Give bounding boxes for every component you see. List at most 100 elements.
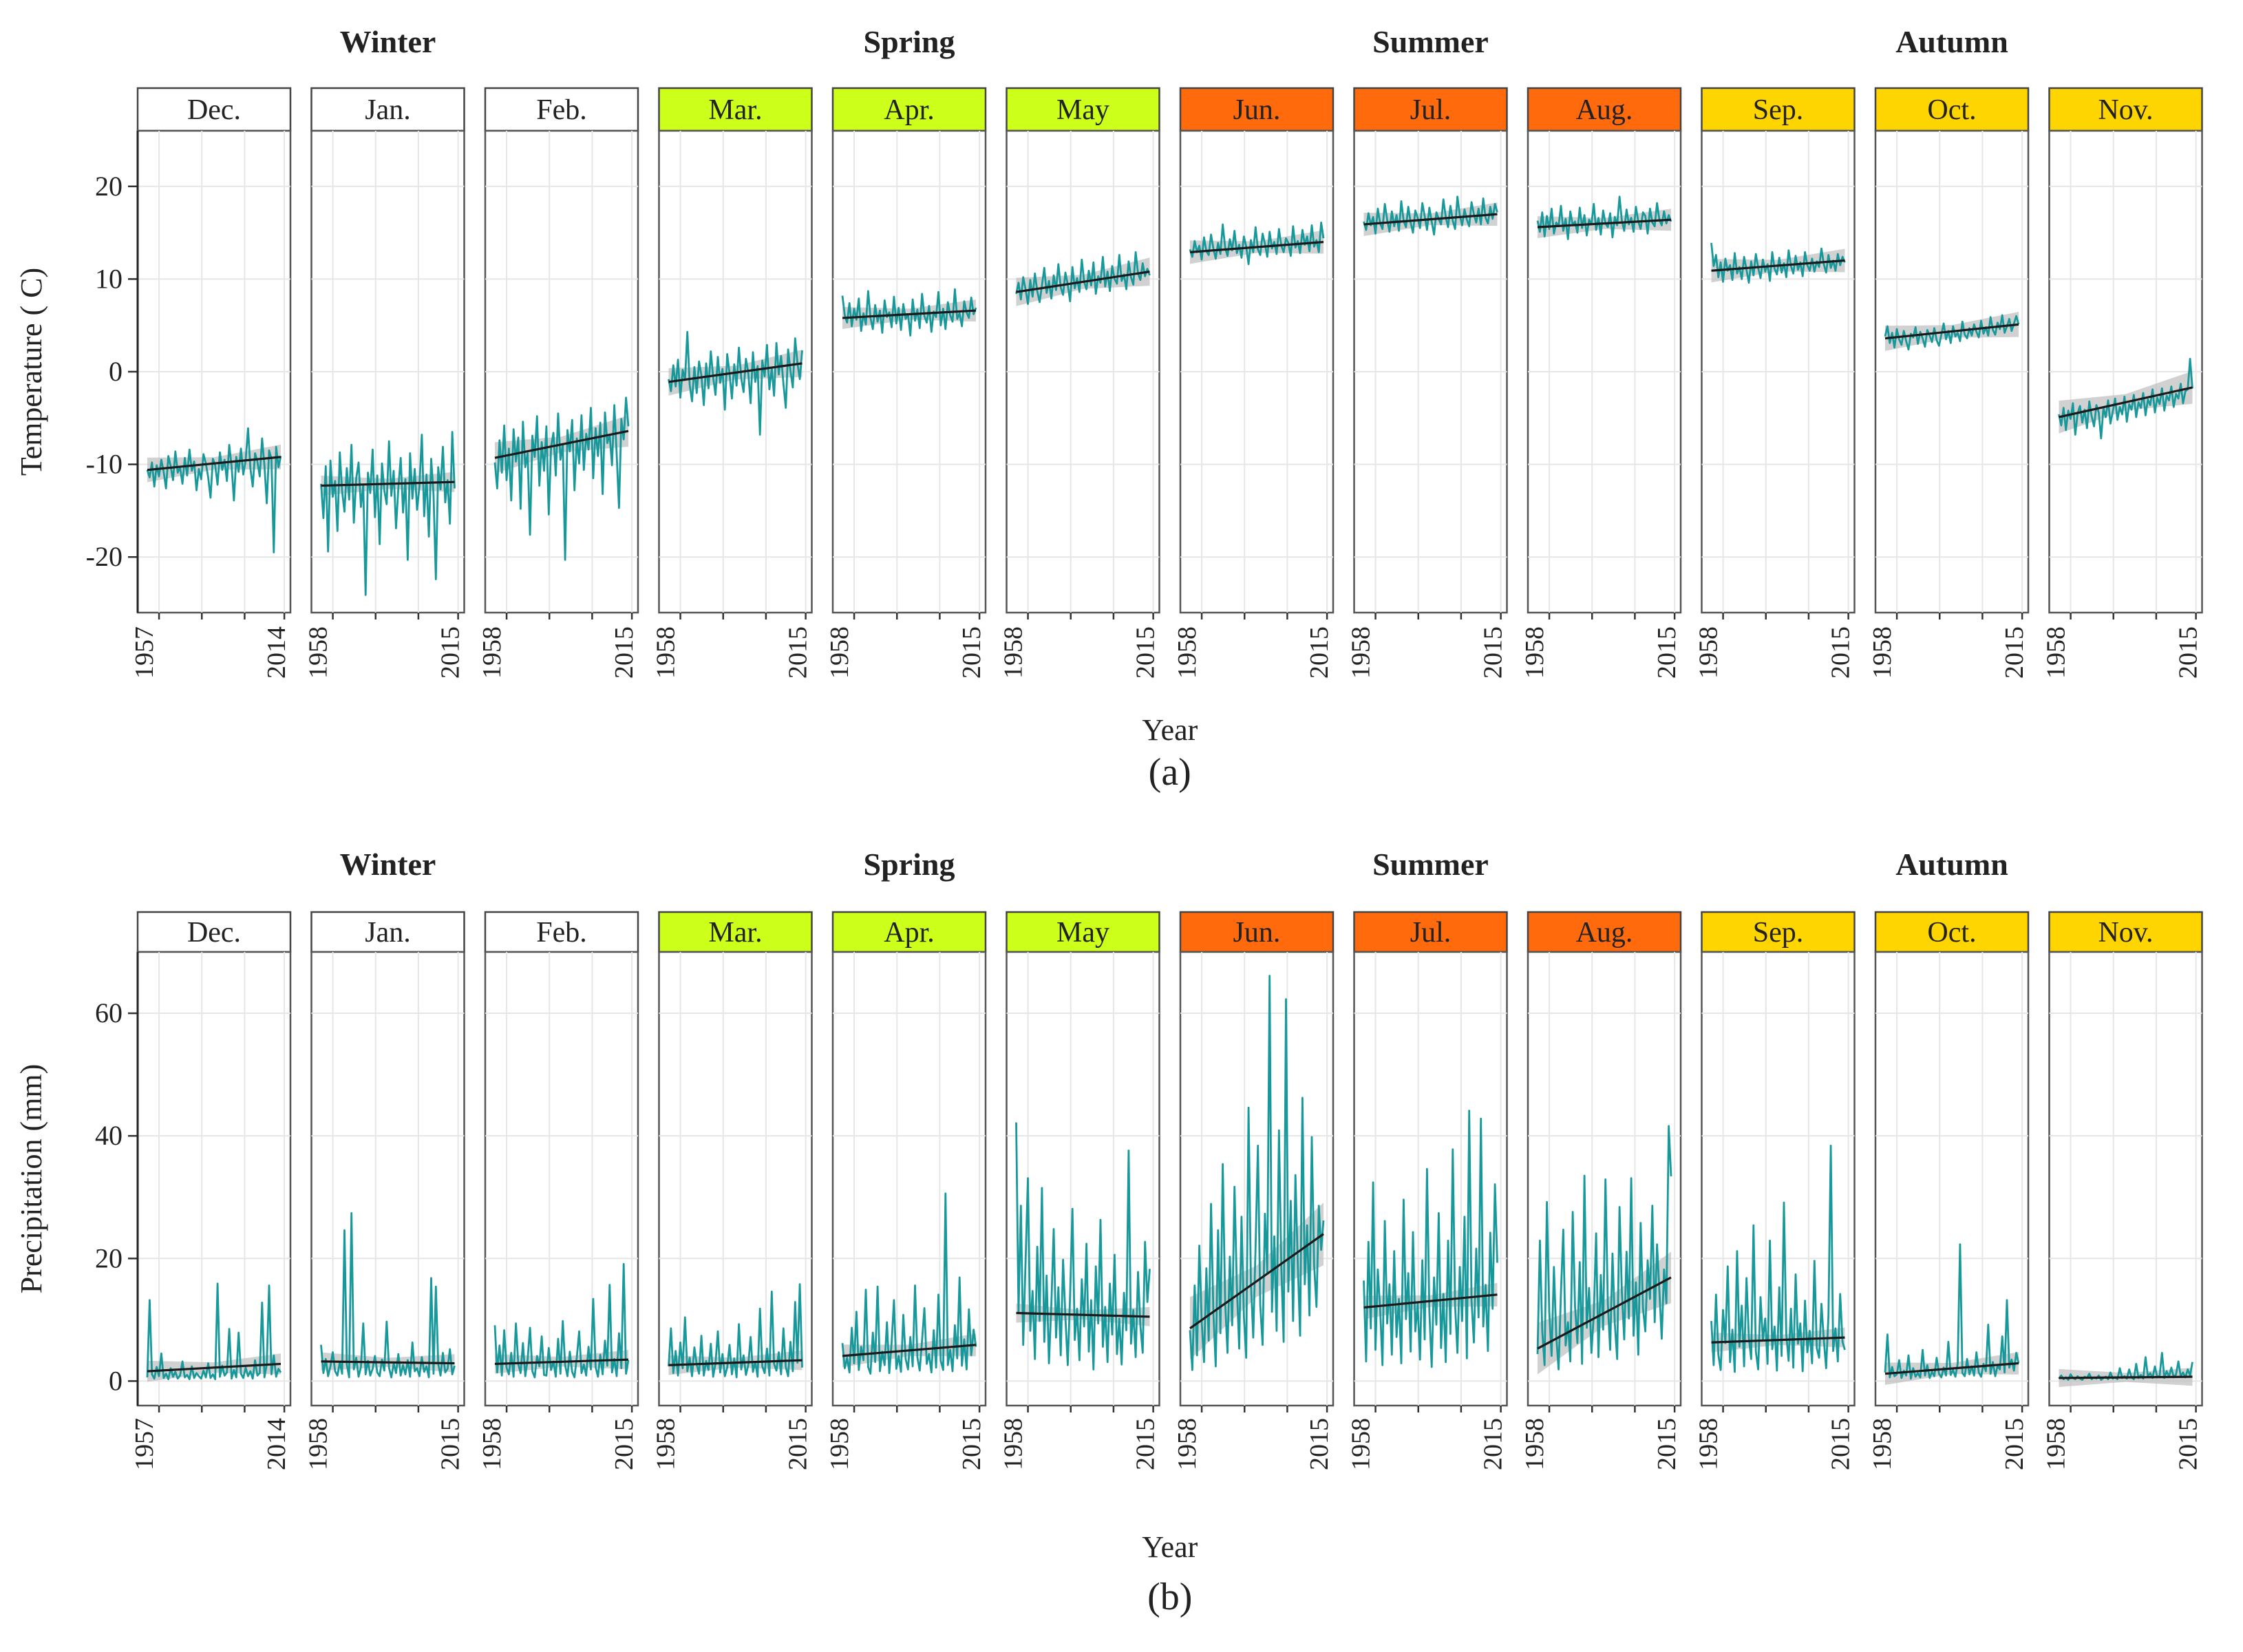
panel-a-3: Mar. 1958 2015 [652,87,813,679]
trend-line [1711,259,1845,272]
month-label: Jun. [1233,917,1281,949]
trend-line [1884,323,2019,340]
panel-frame [1006,951,1160,1407]
series-line [320,431,456,596]
trend-line [1016,1311,1150,1318]
series-line [668,1283,803,1379]
x-tick-label-start: 1958 [478,626,507,679]
trend-line [1884,1362,2019,1375]
month-strip [484,911,639,953]
x-tick-label-start: 1958 [1173,1418,1202,1470]
panel-frame [136,951,292,1407]
y-axis-title: Precipitation (mm) [14,1064,48,1294]
series-line [841,1192,977,1375]
x-tick-label-end: 2015 [436,1418,465,1470]
series-line [668,330,803,436]
month-label: May [1056,917,1109,949]
series-line [146,427,282,553]
y-tick-label: 0 [109,1365,123,1396]
panel-b-7: Jul. 1958 2015 [1347,911,1508,1470]
panel-b-11: Nov. 1958 2015 [2042,911,2203,1470]
x-tick-label-start: 1958 [1173,626,1202,679]
x-tick-label-start: 1958 [1520,626,1549,679]
month-label: Mar. [708,94,762,126]
x-tick-label-end: 2015 [1305,626,1334,679]
subfigure-label: (a) [1149,751,1191,794]
x-tick-label-start: 1958 [1694,1418,1723,1470]
panel-frame [1874,951,2030,1407]
trend-line [668,1359,802,1366]
x-tick-label-end: 2015 [2174,1418,2203,1470]
month-strip [658,87,813,132]
trend-line [147,1362,281,1373]
x-tick-label-start: 1958 [1347,626,1376,679]
y-tick-label: 10 [95,263,123,294]
trend-line [1016,271,1150,293]
panel-a-11: Nov. 1958 2015 [2042,87,2203,679]
month-strip [1179,911,1335,953]
x-tick-label-end: 2015 [1652,626,1681,679]
month-label: Oct. [1927,917,1976,949]
month-strip [1353,87,1508,132]
x-tick-label-start: 1958 [1347,1418,1376,1470]
month-strip [136,87,292,132]
month-label: Aug. [1576,917,1633,949]
x-tick-label-end: 2015 [957,626,986,679]
panel-a-5: May 1958 2015 [999,87,1160,679]
x-tick-label-end: 2015 [1479,1418,1508,1470]
x-tick-label-start: 1958 [478,1418,507,1470]
panel-a-6: Jun. 1958 2015 [1173,87,1335,679]
x-tick-label-end: 2015 [1827,626,1856,679]
panel-b-2: Feb. 1958 2015 [478,911,639,1470]
x-tick-label-start: 1958 [1520,1418,1549,1470]
series-line [493,1262,630,1379]
season-label: Autumn [1895,847,2008,882]
month-strip [831,911,987,953]
month-label: Jul. [1410,94,1452,126]
trend-line [494,1358,629,1366]
panel-frame [2048,951,2203,1407]
month-label: Nov. [2098,917,2153,949]
month-label: Feb. [536,94,587,126]
month-label: Jan. [365,917,411,949]
series-line [493,396,630,561]
month-label: Dec. [187,94,241,126]
month-strip [136,911,292,953]
panel-a-10: Oct. 1958 2015 [1868,87,2030,679]
x-tick-label-start: 1958 [1868,626,1897,679]
series-line [1884,314,2020,351]
chart-b: Winter Spring Summer Autumn Precipitation (m… [14,847,2203,1618]
y-tick-label: 0 [109,356,123,387]
x-tick-label-end: 2015 [784,1418,813,1470]
panel-b-6: Jun. 1958 2015 [1173,911,1335,1470]
y-tick-label: 60 [95,997,123,1028]
trend-line [668,362,802,383]
series-line [841,288,977,337]
y-tick-label: 20 [95,171,123,202]
series-line [1884,1243,2020,1380]
month-strip [484,87,639,132]
series-line [1536,1125,1672,1370]
series-line [1189,221,1325,266]
month-strip [1701,87,1856,132]
month-strip [1874,87,2030,132]
month-strip [1006,87,1160,132]
month-strip [2048,87,2203,132]
series-line [1710,1145,1846,1373]
panel-a-7: Jul. 1958 2015 [1347,87,1508,679]
x-tick-label-start: 1957 [130,626,159,679]
subfigure-label: (b) [1147,1576,1192,1618]
x-tick-label-start: 1958 [999,1418,1028,1470]
month-strip [1527,911,1682,953]
trend-line [842,309,977,319]
season-label: Spring [864,847,955,882]
month-label: Sep. [1753,917,1804,949]
panel-a-8: Aug. 1958 2015 [1520,87,1682,679]
month-strip [310,87,465,132]
month-strip [1353,911,1508,953]
month-label: Aug. [1576,94,1633,126]
x-tick-label-end: 2015 [1131,626,1160,679]
month-label: Oct. [1927,94,1976,126]
x-tick-label-end: 2015 [2000,1418,2029,1470]
month-label: Jul. [1410,917,1452,949]
